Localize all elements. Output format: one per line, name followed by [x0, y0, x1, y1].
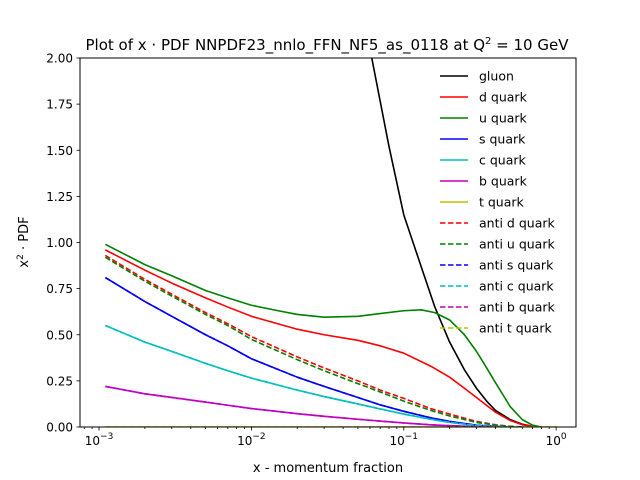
series-line-anti-c-quark [105, 324, 511, 427]
x-tick-label: 10−2 [237, 432, 266, 448]
y-axis-label: x2 · PDF [16, 216, 32, 267]
legend-label: gluon [479, 69, 514, 84]
x-axis-label: x - momentum fraction [253, 461, 403, 476]
y-tick-label: 2.00 [46, 52, 73, 66]
y-tick-label: 0.25 [46, 374, 73, 388]
legend: gluon d quark u quark s quark c quark b quark… [440, 69, 555, 336]
y-tick-label: 1.50 [46, 144, 73, 158]
legend-label: anti t quark [479, 321, 552, 336]
legend-label: anti d quark [479, 216, 555, 231]
y-tick-label: 1.25 [46, 190, 73, 204]
legend-label: anti s quark [479, 258, 554, 273]
legend-label: anti u quark [479, 237, 555, 252]
x-tick-label: 100 [546, 432, 567, 448]
legend-label: c quark [479, 153, 527, 168]
series-line-anti-u-quark [104, 256, 523, 427]
y-tick-label: 1.00 [46, 236, 73, 250]
legend-label: anti c quark [479, 279, 554, 294]
y-tick-label: 0.00 [46, 421, 73, 435]
legend-label: b quark [479, 174, 528, 189]
x-tick-label: 10−1 [389, 432, 418, 448]
legend-label: d quark [479, 90, 528, 105]
chart-title: Plot of x · PDF NNPDF23_nnlo_FFN_NF5_as_… [86, 36, 570, 55]
y-tick-label: 1.75 [46, 98, 73, 112]
series-line-u-quark [104, 243, 542, 427]
legend-label: u quark [479, 111, 528, 126]
y-tick-label: 0.50 [46, 328, 73, 342]
y-tick-label: 0.75 [46, 282, 73, 296]
y-axis-ticks: 0.00 0.25 0.50 0.75 1.00 1.25 1.50 1.75 2.00 [46, 52, 80, 435]
series-line-d-quark [104, 249, 542, 427]
legend-label: s quark [479, 132, 526, 147]
series-layer [104, 58, 557, 427]
x-axis-ticks: 10−3 10−2 10−1 100 [83, 427, 567, 448]
legend-label: t quark [479, 195, 525, 210]
series-line-anti-b-quark [105, 385, 496, 427]
series-line-anti-d-quark [104, 254, 523, 427]
x-tick-label: 10−3 [85, 432, 114, 448]
legend-label: anti b quark [479, 300, 555, 315]
